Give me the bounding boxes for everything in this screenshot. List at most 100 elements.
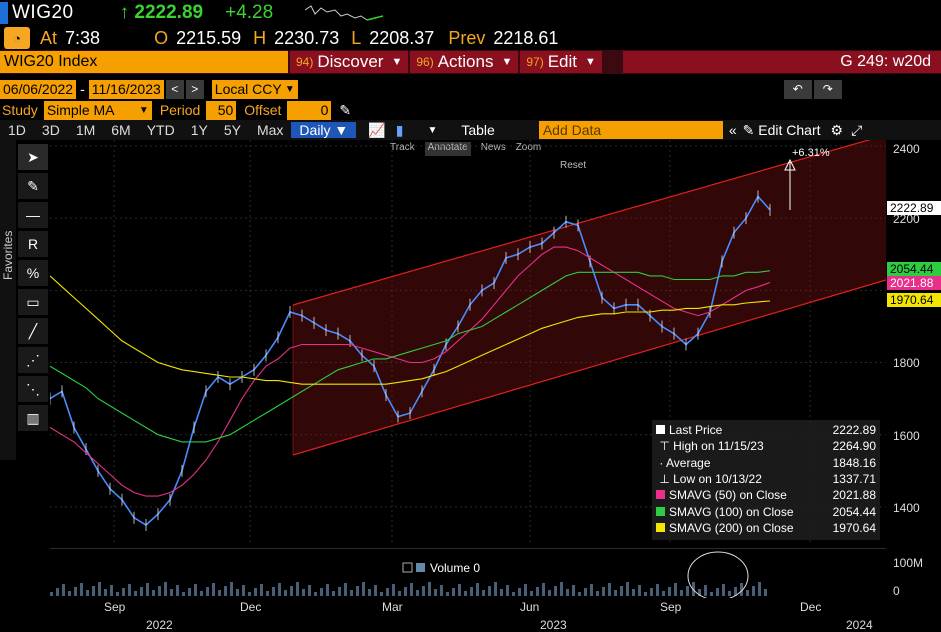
- text-icon[interactable]: R: [18, 231, 48, 257]
- prev-arrow-icon[interactable]: <: [165, 79, 184, 99]
- tf-1y[interactable]: 1Y: [190, 122, 208, 138]
- tf-ytd[interactable]: YTD: [146, 122, 175, 138]
- fib-icon[interactable]: ⋱: [18, 376, 48, 402]
- sparkline-icon: [305, 5, 384, 21]
- volume-bar: [68, 591, 71, 596]
- channel-upper: [292, 140, 871, 306]
- volume-bar: [362, 582, 365, 596]
- volume-bar: [116, 592, 119, 596]
- volume-bar: [410, 583, 413, 596]
- start-date-field[interactable]: 06/06/2022: [0, 79, 77, 99]
- volume-bar: [74, 587, 77, 596]
- currency-select[interactable]: Local CCY ▼: [211, 79, 298, 99]
- edit-chart-button[interactable]: ✎ Edit Chart: [742, 121, 821, 138]
- collapse-icon[interactable]: «: [728, 122, 737, 138]
- low-label: L: [351, 27, 362, 48]
- volume-bar: [518, 588, 521, 596]
- pen-icon[interactable]: ✎: [18, 173, 48, 199]
- volume-bar: [722, 584, 725, 596]
- x-tick-dec: Dec: [240, 600, 262, 614]
- redo-icon[interactable]: ↷: [813, 79, 842, 99]
- volume-bar: [374, 585, 377, 596]
- ticker-symbol[interactable]: WIG20: [12, 2, 74, 23]
- regression-channel: [293, 140, 886, 455]
- reset-button[interactable]: Reset: [560, 160, 587, 171]
- volume-bar: [452, 588, 455, 596]
- tf-6m[interactable]: 6M: [111, 122, 131, 138]
- volume-bar: [692, 582, 695, 596]
- frequency-select[interactable]: Daily ▼: [291, 122, 357, 138]
- index-name[interactable]: WIG20 Index: [0, 51, 288, 73]
- tf-1m[interactable]: 1M: [75, 122, 96, 138]
- tf-1d[interactable]: 1D: [8, 122, 26, 138]
- table-button[interactable]: Table: [461, 122, 495, 138]
- volume-bar: [542, 583, 545, 596]
- volume-bar: [650, 588, 653, 596]
- line-chart-icon[interactable]: 📈: [368, 121, 386, 138]
- expand-icon[interactable]: ⤢: [851, 121, 863, 138]
- timeframe-bar: 1D 3D 1M 6M YTD 1Y 5Y Max Daily ▼ 📈 ▮ ▼ …: [0, 120, 941, 140]
- volume-bar: [704, 585, 707, 596]
- chart-legend[interactable]: Last Price 2222.89 ⊤ High on 11/15/23 2264…: [652, 420, 880, 540]
- tf-max[interactable]: Max: [256, 122, 284, 138]
- volume-bar: [548, 590, 551, 596]
- volume-bar: [380, 592, 383, 596]
- volume-bar: [308, 585, 311, 596]
- add-data-input[interactable]: Add Data: [538, 121, 723, 139]
- period-input[interactable]: 50: [206, 100, 237, 120]
- settings-icon[interactable]: ⚙: [830, 121, 844, 138]
- volume-bar: [746, 590, 749, 596]
- pencil-icon[interactable]: ✎: [339, 101, 352, 118]
- percent-icon[interactable]: %: [18, 260, 48, 286]
- volume-bar: [752, 586, 755, 596]
- news-button[interactable]: News: [480, 142, 506, 153]
- favorites-panel[interactable]: Favorites: [0, 140, 16, 460]
- volume-pane[interactable]: Volume 0: [50, 548, 886, 598]
- price-change: +4.28: [225, 2, 274, 23]
- volume-bar: [344, 583, 347, 596]
- volume-bar: [602, 587, 605, 596]
- actions-menu[interactable]: 96) Actions ▼: [410, 51, 519, 73]
- rectangle-icon[interactable]: ▭: [18, 289, 48, 315]
- end-date-field[interactable]: 11/16/2023: [88, 79, 164, 99]
- pointer-icon[interactable]: ➤: [18, 144, 48, 170]
- volume-bar: [716, 588, 719, 596]
- legend-row: SMAVG (50) on Close 2021.88: [656, 487, 876, 503]
- volume-bar: [710, 592, 713, 596]
- volume-bar: [608, 583, 611, 596]
- hline-icon[interactable]: —: [18, 202, 48, 228]
- volume-bar: [326, 584, 329, 596]
- vol-tick-100m: 100M: [893, 556, 924, 570]
- zoom-button[interactable]: Zoom: [515, 142, 542, 153]
- reset-control: Reset: [560, 160, 586, 174]
- volume-bar: [428, 582, 431, 596]
- chevron-down-icon[interactable]: ▼: [427, 124, 438, 136]
- chevron-down-icon: ▼: [501, 56, 513, 68]
- ruler-icon[interactable]: ▥: [18, 405, 48, 431]
- volume-bar: [62, 584, 65, 596]
- volume-bar: [632, 589, 635, 596]
- x-tick-sep2: Sep: [660, 600, 682, 614]
- next-arrow-icon[interactable]: >: [185, 79, 204, 99]
- study-select[interactable]: Simple MA ▼: [43, 100, 152, 120]
- channel-icon[interactable]: ⋰: [18, 347, 48, 373]
- volume-bar: [212, 583, 215, 596]
- study-label: Study: [2, 102, 38, 118]
- volume-bar: [554, 586, 557, 596]
- ticker-bar: WIG20 ↑ 2222.89 +4.28: [0, 0, 941, 26]
- trendline-icon[interactable]: ╱: [18, 318, 48, 344]
- volume-bar: [194, 584, 197, 596]
- volume-bar: [242, 585, 245, 596]
- candle-chart-icon[interactable]: ▮: [395, 121, 404, 138]
- discover-menu[interactable]: 94) Discover ▼: [290, 51, 409, 73]
- volume-bar: [164, 582, 167, 596]
- tf-5y[interactable]: 5Y: [223, 122, 241, 138]
- undo-icon[interactable]: ↶: [783, 79, 812, 99]
- volume-bar: [764, 589, 767, 596]
- offset-input[interactable]: 0: [287, 100, 332, 120]
- vol-tick-0: 0: [893, 584, 900, 598]
- track-button[interactable]: Track: [390, 142, 415, 153]
- edit-menu[interactable]: 97) Edit ▼: [520, 51, 602, 73]
- volume-bar: [290, 586, 293, 596]
- tf-3d[interactable]: 3D: [41, 122, 60, 138]
